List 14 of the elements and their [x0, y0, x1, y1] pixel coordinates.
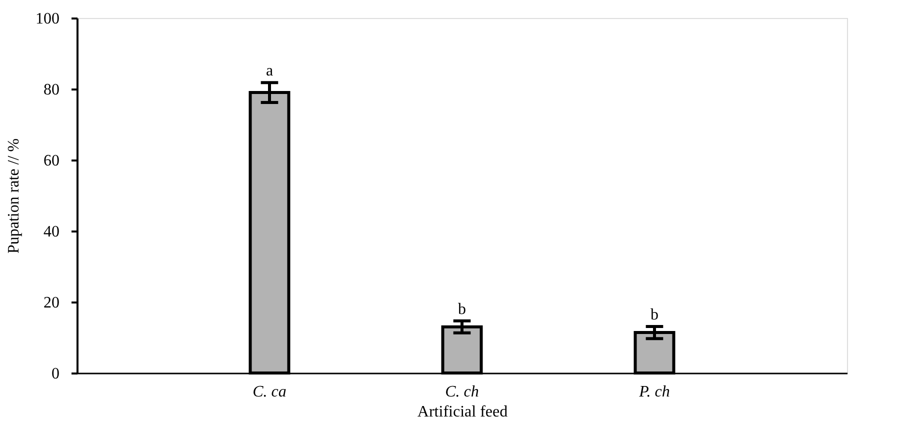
- annotation: b: [458, 300, 466, 318]
- y-tick-label: 20: [44, 294, 60, 312]
- y-tick-label: 40: [44, 224, 60, 240]
- y-tick-label: 60: [44, 152, 60, 170]
- x-axis-title: Artificial feed: [417, 404, 508, 420]
- y-tick-label: 100: [36, 10, 60, 28]
- y-tick-label: 80: [44, 82, 60, 98]
- y-axis-title: Pupation rate // %: [6, 138, 22, 254]
- x-tick-label: C. ch: [445, 384, 479, 400]
- annotation: a: [266, 62, 274, 80]
- y-tick-label: 0: [52, 366, 60, 382]
- x-tick-label: C. ca: [252, 384, 286, 400]
- annotation: b: [650, 306, 658, 324]
- x-tick-label: P. ch: [638, 384, 670, 400]
